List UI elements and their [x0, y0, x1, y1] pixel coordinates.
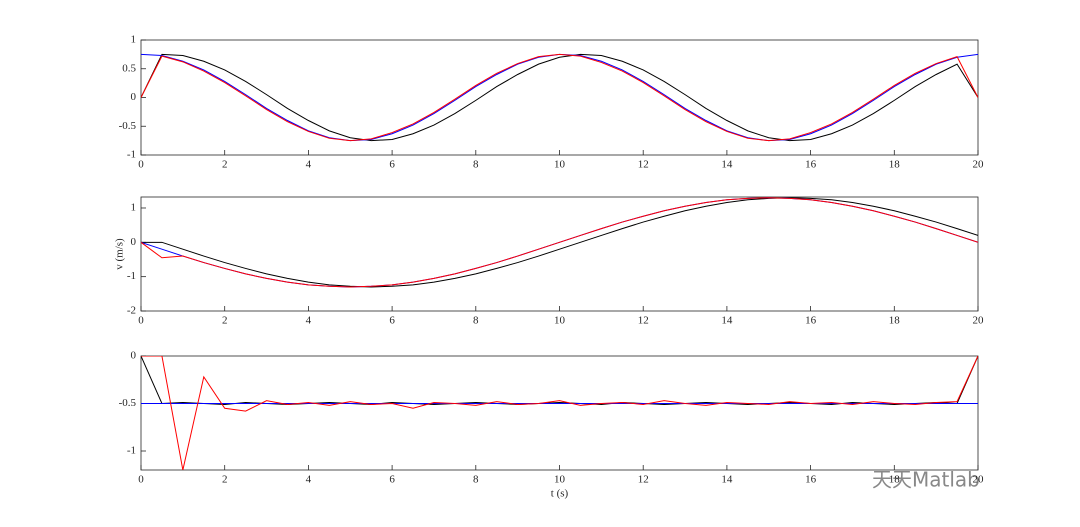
x-tick-label: 14: [721, 474, 733, 486]
x-tick-label: 2: [222, 159, 228, 171]
series-line: [141, 197, 978, 288]
y-tick-label: -1: [127, 149, 136, 161]
y-tick-label: 0: [131, 91, 137, 103]
x-tick-label: 18: [889, 474, 901, 486]
x-tick-label: 16: [805, 315, 817, 327]
x-tick-label: 4: [306, 474, 312, 486]
x-tick-label: 10: [554, 315, 566, 327]
y-tick-label: 0.5: [122, 62, 136, 74]
x-tick-label: 6: [389, 159, 395, 171]
axes-frame: [140, 39, 979, 156]
y-axis-label: v (m/s): [114, 238, 126, 270]
y-tick-label: 1: [131, 34, 137, 46]
x-axis-label: t (s): [551, 488, 569, 500]
y-tick-label: 1: [131, 202, 137, 214]
x-tick-label: 2: [222, 315, 228, 327]
x-tick-label: 8: [473, 159, 479, 171]
x-tick-label: 4: [306, 315, 312, 327]
x-tick-label: 20: [973, 159, 985, 171]
y-tick-label: 0: [131, 350, 137, 362]
x-tick-label: 20: [973, 315, 985, 327]
series-line: [141, 53, 978, 142]
x-tick-label: 12: [638, 474, 649, 486]
x-tick-label: 10: [554, 159, 566, 171]
x-tick-label: 0: [138, 315, 144, 327]
subplot: 0 2 4 6 8 10 12 14 16 18 20 -1 -0.5 0 t (s): [119, 350, 984, 500]
subplot: 0 2 4 6 8 10 12 14 16 18 20 -2 -1 0 1 v (m/s): [114, 196, 985, 327]
watermark: 天天Matlab: [872, 468, 980, 492]
x-tick-label: 2: [222, 474, 228, 486]
x-tick-label: 12: [638, 315, 649, 327]
series-line: [141, 53, 978, 142]
series-line: [141, 356, 978, 470]
x-tick-label: 18: [889, 159, 901, 171]
x-tick-label: 14: [721, 159, 733, 171]
axes-frame: [140, 196, 979, 312]
x-tick-label: 0: [138, 474, 144, 486]
x-tick-label: 4: [306, 159, 312, 171]
y-tick-label: 0: [131, 236, 137, 248]
x-tick-label: 12: [638, 159, 649, 171]
x-tick-label: 16: [805, 159, 817, 171]
x-tick-label: 6: [389, 315, 395, 327]
x-tick-label: 14: [721, 315, 733, 327]
y-tick-label: -0.5: [119, 120, 137, 132]
x-tick-label: 10: [554, 474, 566, 486]
y-tick-label: -1: [127, 445, 136, 457]
y-tick-label: -0.5: [119, 397, 137, 409]
x-tick-label: 0: [138, 159, 144, 171]
y-tick-label: -1: [127, 270, 136, 282]
x-tick-label: 8: [473, 474, 479, 486]
series-line: [141, 197, 978, 288]
x-tick-label: 6: [389, 474, 395, 486]
axes-frame: [140, 355, 979, 471]
x-tick-label: 20: [973, 474, 985, 486]
x-tick-label: 16: [805, 474, 817, 486]
x-tick-label: 8: [473, 315, 479, 327]
x-tick-label: 18: [889, 315, 901, 327]
y-tick-label: -2: [127, 305, 136, 317]
subplot: 0 2 4 6 8 10 12 14 16 18 20 -1 -0.5 0 0.5 1: [119, 34, 984, 171]
